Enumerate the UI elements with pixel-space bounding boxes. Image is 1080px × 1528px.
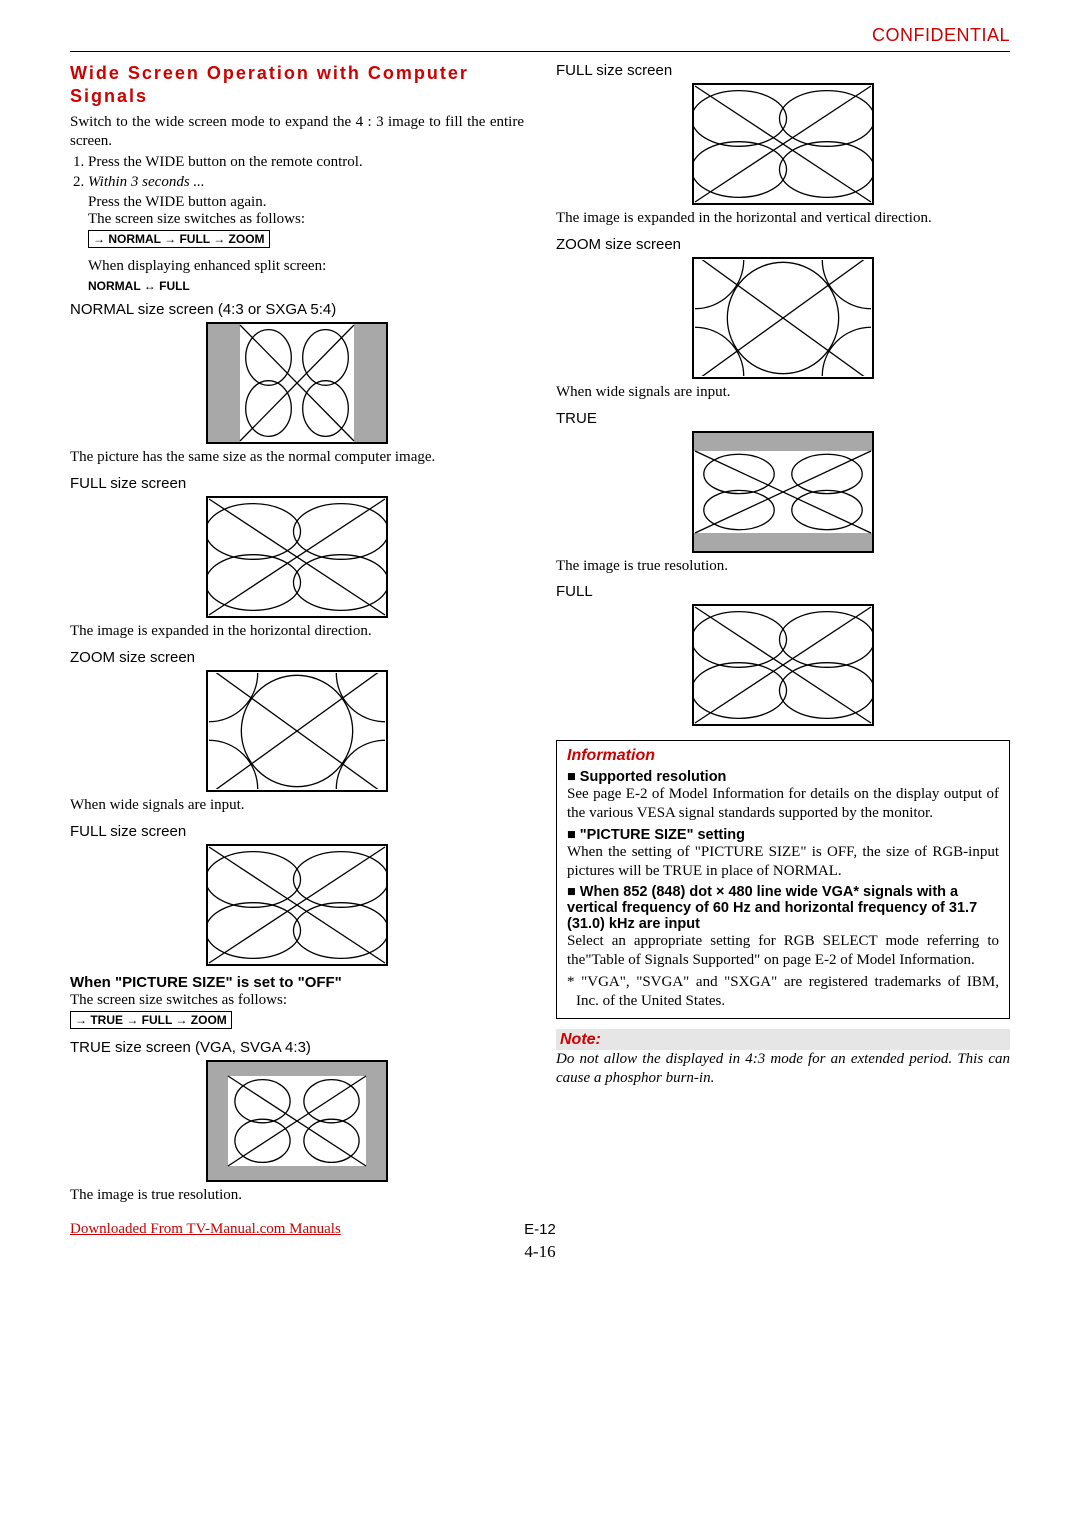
true-size-label: TRUE size screen (VGA, SVGA 4:3) — [70, 1039, 524, 1056]
full-label-3: FULL size screen — [556, 62, 1010, 79]
information-box: Information Supported resolution See pag… — [556, 740, 1010, 1019]
zoom-caption-1: When wide signals are input. — [70, 796, 524, 815]
flow-true-full-zoom: → TRUE → FULL → ZOOM — [70, 1011, 232, 1029]
off-heading: When "PICTURE SIZE" is set to "OFF" — [70, 974, 524, 991]
info-p3: Select an appropriate setting for RGB SE… — [567, 932, 999, 970]
zoom-label-2: ZOOM size screen — [556, 236, 1010, 253]
step-1: Press the WIDE button on the remote cont… — [88, 154, 524, 171]
true-caption-2: The image is true resolution. — [556, 557, 1010, 576]
fig-true — [70, 1060, 524, 1182]
fig-normal — [70, 322, 524, 444]
footer-page-e: E-12 — [0, 1221, 1080, 1238]
info-p1: See page E-2 of Model Information for de… — [567, 785, 999, 823]
zoom-caption-2: When wide signals are input. — [556, 383, 1010, 402]
normal-label: NORMAL size screen (4:3 or SXGA 5:4) — [70, 301, 524, 318]
note-body: Do not allow the displayed in 4:3 mode f… — [556, 1050, 1010, 1088]
top-rule — [70, 51, 1010, 52]
page-number: 4-16 — [70, 1242, 1010, 1262]
full-label-4: FULL — [556, 583, 1010, 600]
fig-full-4 — [556, 604, 1010, 726]
flow-normal-full-zoom: → NORMAL → FULL → ZOOM — [88, 230, 270, 248]
intro-text: Switch to the wide screen mode to expand… — [70, 113, 524, 151]
confidential-label: CONFIDENTIAL — [70, 25, 1010, 46]
info-h1: Supported resolution — [567, 769, 999, 785]
fig-full-3 — [556, 83, 1010, 205]
full-caption-hv: The image is expanded in the horizontal … — [556, 209, 1010, 228]
fig-true-wide — [556, 431, 1010, 553]
full-label-2: FULL size screen — [70, 823, 524, 840]
fig-zoom-2 — [556, 257, 1010, 379]
fig-full-2 — [70, 844, 524, 966]
off-line: The screen size switches as follows: — [70, 991, 524, 1010]
info-h3: When 852 (848) dot × 480 line wide VGA* … — [567, 884, 999, 932]
note-heading: Note: — [556, 1029, 1010, 1050]
normal-caption: The picture has the same size as the nor… — [70, 448, 524, 467]
info-h2: "PICTURE SIZE" setting — [567, 827, 999, 843]
full-label-1: FULL size screen — [70, 475, 524, 492]
zoom-label-1: ZOOM size screen — [70, 649, 524, 666]
fig-full-1 — [70, 496, 524, 618]
step-2b: The screen size switches as follows: — [88, 211, 524, 228]
section-title: Wide Screen Operation with Computer Sign… — [70, 62, 524, 109]
true-label: TRUE — [556, 410, 1010, 427]
info-title: Information — [567, 747, 999, 765]
info-p2: When the setting of "PICTURE SIZE" is OF… — [567, 843, 999, 881]
flow-normal-full: NORMAL ↔ FULL — [88, 279, 524, 293]
split-screen-label: When displaying enhanced split screen: — [88, 258, 524, 275]
full-caption-1: The image is expanded in the horizontal … — [70, 622, 524, 641]
true-caption-1: The image is true resolution. — [70, 1186, 524, 1205]
step-2: Within 3 seconds ... — [88, 174, 524, 191]
fig-zoom-1 — [70, 670, 524, 792]
info-p4: * "VGA", "SVGA" and "SXGA" are registere… — [567, 973, 999, 1011]
step-2a: Press the WIDE button again. — [88, 194, 524, 211]
